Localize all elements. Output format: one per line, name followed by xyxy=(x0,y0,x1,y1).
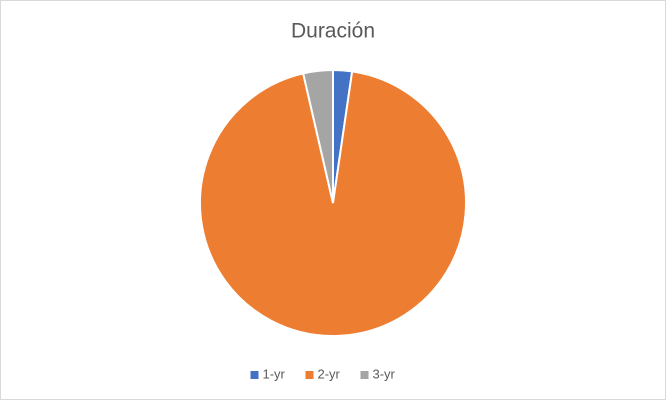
chart-title: Duración xyxy=(291,20,375,43)
legend-swatch xyxy=(305,371,314,379)
legend-label: 1-yr xyxy=(263,366,286,381)
legend-swatch xyxy=(250,371,259,379)
legend-swatch xyxy=(360,371,369,379)
legend-label: 3-yr xyxy=(373,366,396,381)
legend-label: 2-yr xyxy=(318,366,341,381)
pie-slice xyxy=(301,68,334,204)
pie-slice xyxy=(199,70,467,337)
